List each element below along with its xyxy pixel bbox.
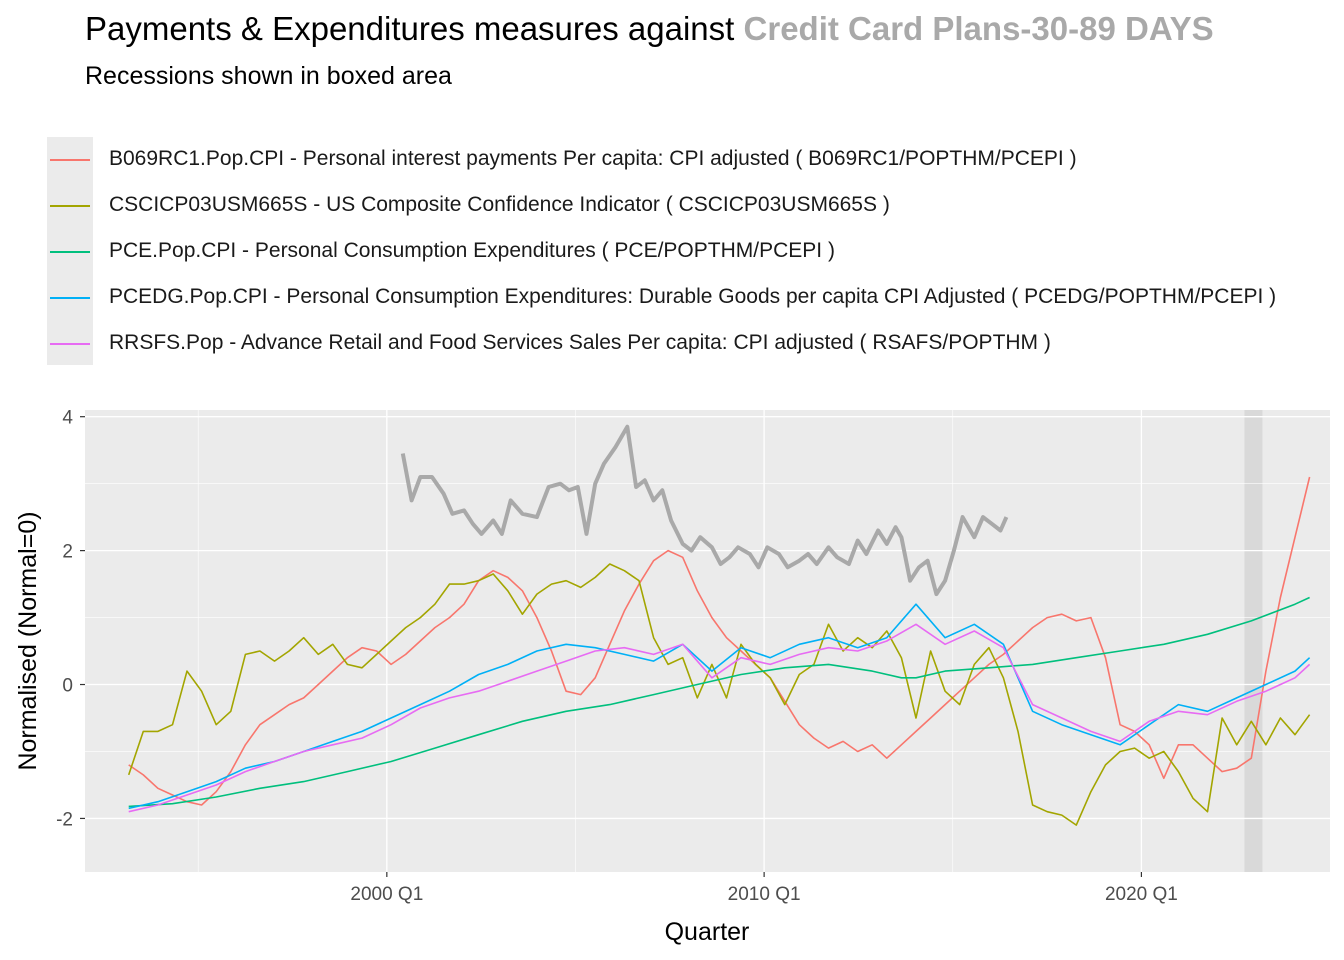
title-highlight: Credit Card Plans-30-89 DAYS	[743, 10, 1214, 47]
grid-major	[85, 410, 1330, 872]
x-tick-label: 2010 Q1	[728, 884, 801, 905]
legend-key	[50, 343, 90, 345]
legend-key	[50, 159, 90, 161]
legend-item: PCE.Pop.CPI - Personal Consumption Expen…	[47, 229, 1344, 275]
legend-label: PCE.Pop.CPI - Personal Consumption Expen…	[109, 239, 835, 262]
legend-key	[50, 205, 90, 207]
series-line-1	[127, 563, 1311, 826]
y-axis-label: Normalised (Normal=0)	[14, 511, 42, 770]
chart-subtitle: Recessions shown in boxed area	[85, 62, 452, 90]
series-line-0	[128, 476, 1311, 806]
series-line-4	[128, 623, 1311, 813]
x-tick-label: 2020 Q1	[1105, 884, 1178, 905]
series-line-3	[128, 603, 1311, 810]
legend-label: B069RC1.Pop.CPI - Personal interest paym…	[109, 147, 1077, 170]
y-tick-label: 0	[62, 676, 73, 697]
legend-item: CSCICP03USM665S - US Composite Confidenc…	[47, 183, 1344, 229]
legend-label: PCEDG.Pop.CPI - Personal Consumption Exp…	[109, 285, 1277, 308]
series-line-2	[128, 596, 1310, 808]
recession-band-0	[1244, 410, 1263, 872]
y-tick-label: 4	[62, 408, 73, 429]
legend-item: B069RC1.Pop.CPI - Personal interest paym…	[47, 137, 1344, 183]
title-main: Payments & Expenditures measures against	[85, 10, 744, 47]
x-axis-label: Quarter	[665, 918, 750, 946]
plot-panel	[85, 410, 1330, 872]
series-lines	[127, 424, 1311, 826]
legend-key	[50, 251, 90, 253]
legend: B069RC1.Pop.CPI - Personal interest paym…	[47, 137, 1276, 365]
legend-label: RRSFS.Pop - Advance Retail and Food Serv…	[109, 331, 1051, 354]
legend-item: RRSFS.Pop - Advance Retail and Food Serv…	[47, 321, 1344, 367]
legend-label: CSCICP03USM665S - US Composite Confidenc…	[109, 193, 890, 216]
legend-item: PCEDG.Pop.CPI - Personal Consumption Exp…	[47, 275, 1344, 321]
chart-title: Payments & Expenditures measures against…	[85, 10, 1214, 48]
y-tick-label: 2	[62, 542, 73, 563]
x-tick-label: 2000 Q1	[350, 884, 423, 905]
recession-bands	[1244, 410, 1263, 872]
legend-key	[50, 297, 90, 299]
axes: 2000 Q1 2010 Q1 2020 Q1 -2 0 2 4	[56, 408, 1178, 905]
y-tick-label: -2	[56, 809, 73, 830]
target-series-line	[400, 424, 1009, 597]
